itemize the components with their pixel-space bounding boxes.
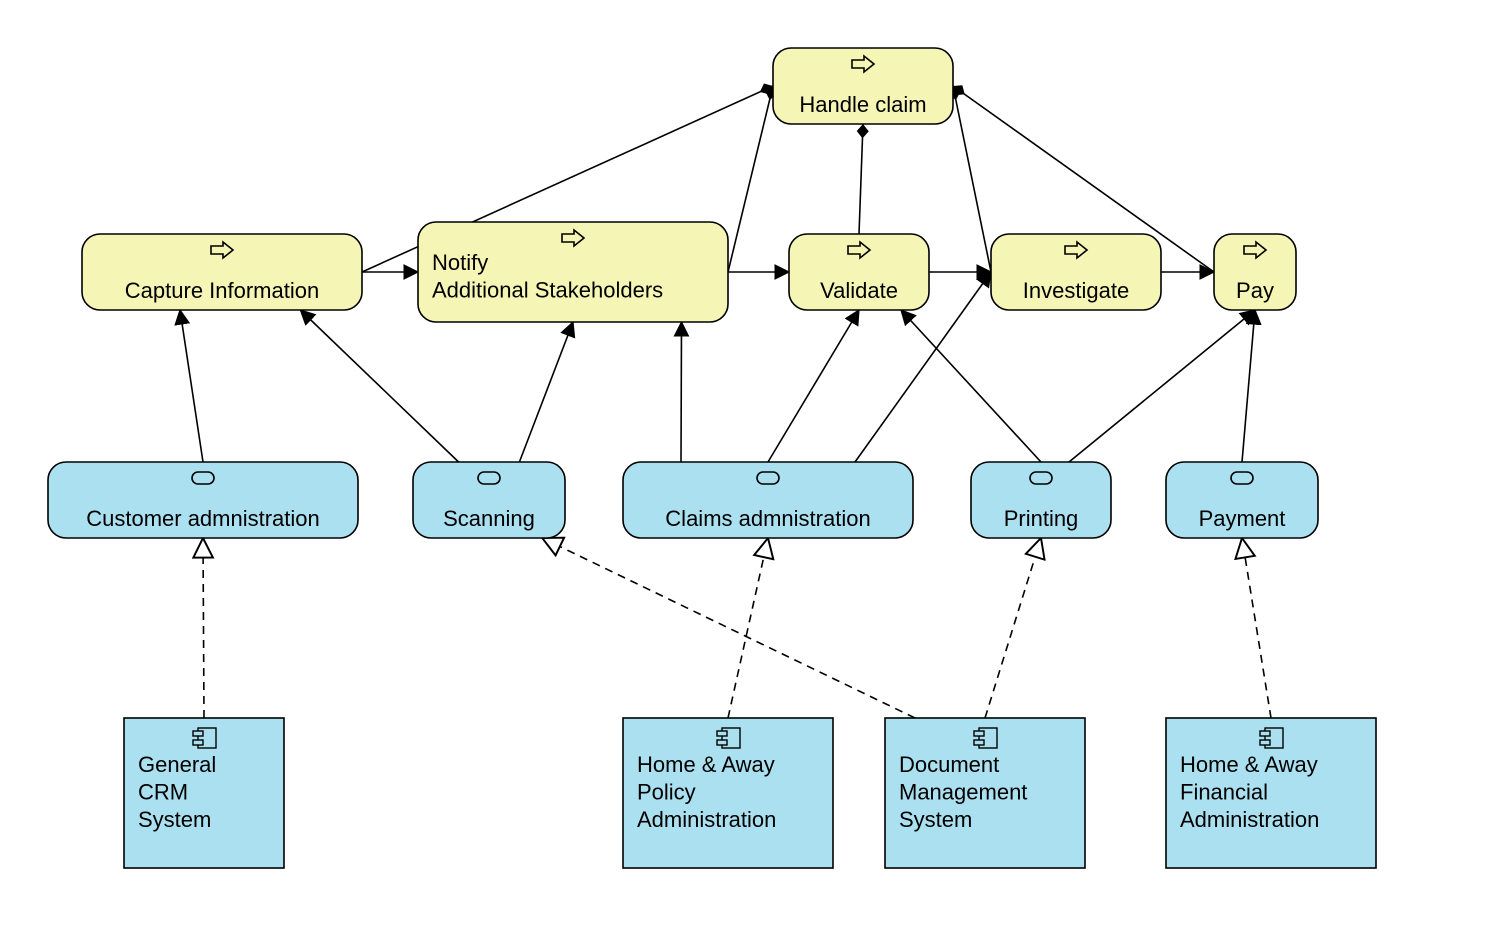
node-label: Administration: [1180, 807, 1319, 832]
node-label: Capture Information: [125, 278, 319, 303]
node-label: Scanning: [443, 506, 535, 531]
service-pill-icon: [192, 472, 214, 484]
node-notify-stakeholders: NotifyAdditional Stakeholders: [418, 222, 728, 322]
edge-scanning-to-notify-stakeholders: [519, 322, 573, 462]
diagram-canvas: Handle claim Capture Information NotifyAdd…: [0, 0, 1502, 942]
service-pill-icon: [757, 472, 779, 484]
node-label: Financial: [1180, 779, 1268, 804]
node-claims-admin: Claims admnistration: [623, 462, 913, 538]
node-doc-mgmt: DocumentManagement System: [885, 718, 1085, 868]
edge-investigate-to-handle-claim: [953, 86, 991, 272]
edge-notify-stakeholders-to-handle-claim: [728, 86, 773, 272]
node-validate: Validate: [789, 234, 929, 310]
node-label: Additional Stakeholders: [432, 277, 663, 302]
node-label: Home & Away: [1180, 752, 1318, 777]
node-crm-system: GeneralCRM System: [124, 718, 284, 868]
node-scanning: Scanning: [413, 462, 565, 538]
node-label: Validate: [820, 278, 898, 303]
node-label: Claims admnistration: [665, 506, 870, 531]
node-label: Investigate: [1023, 278, 1129, 303]
node-label: Printing: [1004, 506, 1079, 531]
node-label: Payment: [1199, 506, 1286, 531]
edge-printing-to-pay: [1069, 310, 1255, 462]
service-pill-icon: [478, 472, 500, 484]
edge-validate-to-handle-claim: [859, 124, 863, 234]
node-label: Notify: [432, 250, 488, 275]
node-customer-admin: Customer admnistration: [48, 462, 358, 538]
node-label: Administration: [637, 807, 776, 832]
service-pill-icon: [1231, 472, 1253, 484]
node-investigate: Investigate: [991, 234, 1161, 310]
node-payment: Payment: [1166, 462, 1318, 538]
edge-customer-admin-to-capture-info: [180, 310, 203, 462]
node-fin-admin: Home & AwayFinancial Administration: [1166, 718, 1376, 868]
service-pill-icon: [1030, 472, 1052, 484]
node-label: Document: [899, 752, 999, 777]
edge-claims-admin-to-notify-stakeholders: [681, 322, 682, 462]
edge-policy-admin-to-claims-admin: [728, 538, 768, 718]
node-label: Management: [899, 779, 1027, 804]
edge-doc-mgmt-to-scanning: [542, 538, 915, 718]
node-policy-admin: Home & AwayPolicy Administration: [623, 718, 833, 868]
node-capture-info: Capture Information: [82, 234, 362, 310]
nodes-layer: Handle claim Capture Information NotifyAdd…: [48, 48, 1376, 868]
node-label: Pay: [1236, 278, 1274, 303]
node-handle-claim: Handle claim: [773, 48, 953, 124]
edge-payment-to-pay: [1242, 310, 1255, 462]
edge-claims-admin-to-validate: [768, 310, 859, 462]
node-pay: Pay: [1214, 234, 1296, 310]
node-printing: Printing: [971, 462, 1111, 538]
node-label: Handle claim: [799, 92, 926, 117]
node-label: General: [138, 752, 216, 777]
edge-printing-to-validate: [901, 310, 1041, 462]
edge-scanning-to-capture-info: [300, 310, 458, 462]
edge-crm-system-to-customer-admin: [203, 538, 204, 718]
node-label: Policy: [637, 779, 696, 804]
node-label: System: [899, 807, 972, 832]
node-label: Customer admnistration: [86, 506, 320, 531]
edges-layer: [180, 86, 1271, 718]
node-label: System: [138, 807, 211, 832]
edge-fin-admin-to-payment: [1242, 538, 1271, 718]
node-label: Home & Away: [637, 752, 775, 777]
edge-doc-mgmt-to-printing: [985, 538, 1041, 718]
node-label: CRM: [138, 779, 188, 804]
